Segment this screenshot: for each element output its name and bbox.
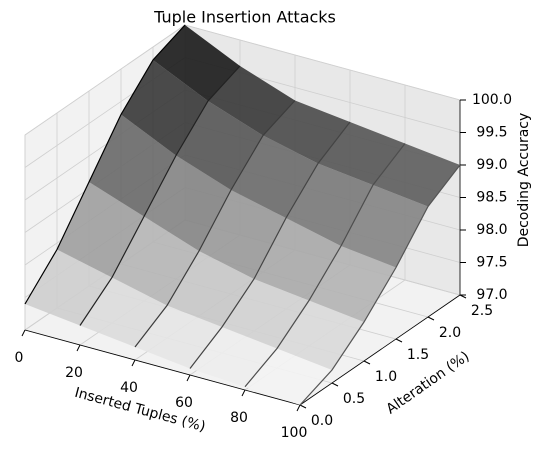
surface-face xyxy=(190,327,277,387)
surface-face xyxy=(112,216,199,306)
surface-face xyxy=(89,114,176,217)
y-tick-label: 1.0 xyxy=(375,369,397,385)
surface-face xyxy=(245,348,332,405)
z-axis-label: Decoding Accuracy xyxy=(516,113,532,248)
y-tick-label: 0.5 xyxy=(343,391,365,407)
z-tick-label: 99.5 xyxy=(476,125,507,141)
axis-line xyxy=(299,294,461,406)
y-tick-label: 0.0 xyxy=(311,413,333,429)
tick-mark xyxy=(241,389,246,397)
x-tick-label: 20 xyxy=(65,365,83,381)
tick-mark xyxy=(395,338,403,343)
x-tick-label: 0 xyxy=(15,350,24,366)
tick-mark xyxy=(131,359,136,367)
z-tick-label: 99.0 xyxy=(476,157,507,173)
tick-mark xyxy=(331,382,339,387)
surface-face xyxy=(373,143,460,207)
tick-mark xyxy=(363,360,371,365)
x-tick-label: 100 xyxy=(281,425,308,441)
tick-mark xyxy=(427,316,435,321)
surface-face xyxy=(57,182,144,278)
z-tick-label: 97.5 xyxy=(476,255,507,271)
z-tick-label: 98.0 xyxy=(476,222,507,238)
surface-face xyxy=(208,66,295,136)
surface-line xyxy=(189,121,351,369)
surface-face xyxy=(167,251,254,327)
surface-face xyxy=(263,100,350,164)
tick-mark xyxy=(296,404,301,412)
tick-mark xyxy=(299,404,307,409)
surface-face xyxy=(25,249,112,326)
y-tick-label: 2.0 xyxy=(439,325,461,341)
surface-face xyxy=(121,60,208,156)
surface-face xyxy=(135,305,222,369)
y-tick-label: 1.5 xyxy=(407,347,429,363)
surface-line xyxy=(299,164,461,406)
x-tick-label: 80 xyxy=(230,410,248,426)
z-tick-label: 98.5 xyxy=(476,190,507,206)
surface-line xyxy=(24,24,186,305)
surface-line xyxy=(79,65,241,326)
z-tick-label: 100.0 xyxy=(472,92,512,108)
surface-face xyxy=(144,155,231,251)
surface-face xyxy=(277,300,364,370)
surface-line xyxy=(244,143,406,388)
tick-mark xyxy=(21,329,26,337)
tick-mark xyxy=(186,374,191,382)
axis-line xyxy=(24,329,301,406)
y-tick-label: 2.5 xyxy=(471,303,493,319)
surface-face xyxy=(153,25,240,101)
surface-face xyxy=(80,277,167,347)
tick-mark xyxy=(76,344,81,352)
surface-face xyxy=(318,122,405,185)
grid-line xyxy=(24,24,186,136)
chart-title: Tuple Insertion Attacks xyxy=(153,8,336,27)
surface-face xyxy=(199,190,286,279)
z-tick-label: 97.0 xyxy=(476,287,507,303)
surface-face xyxy=(176,101,263,190)
surface-face xyxy=(231,135,318,218)
surface-line xyxy=(134,100,296,348)
surface-face xyxy=(309,246,396,322)
x-tick-label: 60 xyxy=(175,395,193,411)
grid-line xyxy=(184,24,461,101)
x-tick-label: 40 xyxy=(120,380,138,396)
surface-face xyxy=(222,279,309,349)
